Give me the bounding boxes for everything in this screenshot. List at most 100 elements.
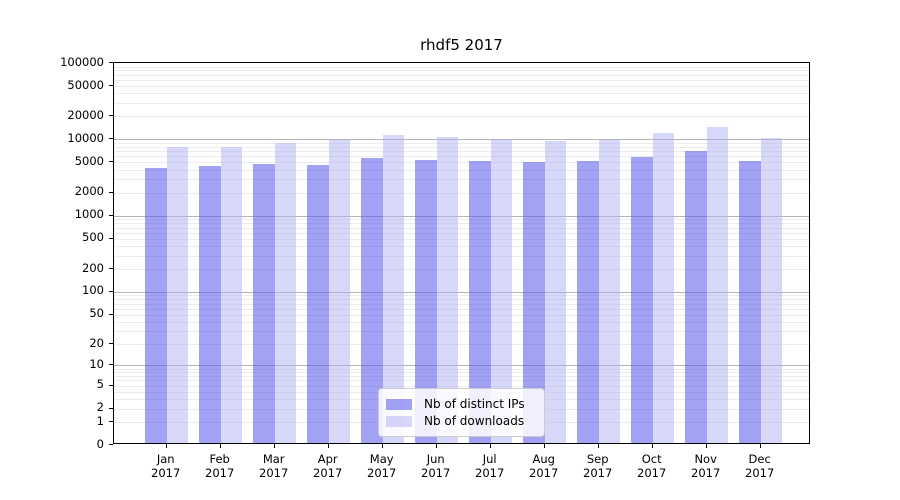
bar-distinct-ips-oct — [631, 156, 653, 443]
x-tick-mark-mar — [273, 444, 275, 448]
bar-distinct-ips-sep — [577, 160, 599, 443]
gridline-90 — [114, 295, 809, 297]
bar-downloads-apr — [328, 139, 351, 443]
bar-downloads-jun — [436, 137, 459, 443]
x-tick-label-feb: Feb 2017 — [193, 452, 247, 480]
gridline-500 — [114, 238, 809, 240]
legend-swatch-downloads — [386, 415, 412, 427]
x-tick-month: Aug — [532, 452, 555, 466]
x-tick-year: 2017 — [583, 466, 613, 480]
x-tick-year: 2017 — [637, 466, 667, 480]
x-tick-month: Oct — [641, 452, 662, 466]
bar-distinct-ips-mar — [253, 163, 275, 443]
gridline-8000 — [114, 146, 809, 148]
y-tick-label-1: 1 — [96, 413, 104, 428]
gridline-40 — [114, 321, 809, 323]
gridline-90000 — [114, 66, 809, 68]
y-tick-mark-10 — [109, 364, 113, 366]
y-tick-mark-0 — [109, 444, 113, 445]
x-tick-mark-dec — [759, 444, 761, 448]
y-tick-label-1000: 1000 — [74, 207, 104, 222]
x-tick-label-jan: Jan 2017 — [139, 452, 193, 480]
gridline-3000 — [114, 179, 809, 181]
gridline-9 — [114, 368, 809, 370]
x-tick-year: 2017 — [691, 466, 721, 480]
x-tick-label-may: May 2017 — [355, 452, 409, 480]
gridline-200 — [114, 269, 809, 270]
y-tick-label-2000: 2000 — [74, 184, 104, 199]
gridline-60 — [114, 308, 809, 310]
bar-distinct-ips-nov — [685, 150, 707, 443]
x-tick-label-dec: Dec 2017 — [733, 452, 787, 480]
x-tick-month: Jul — [482, 452, 497, 466]
y-tick-mark-100 — [109, 290, 113, 292]
bar-downloads-feb — [220, 146, 243, 443]
gridline-10000 — [114, 139, 809, 141]
bar-downloads-mar — [274, 143, 297, 443]
y-tick-label-500: 500 — [82, 230, 104, 245]
legend-swatch-distinct-ips — [386, 398, 412, 410]
chart-title: rhdf5 2017 — [420, 36, 503, 54]
plot-area — [113, 62, 810, 444]
y-tick-label-200: 200 — [82, 260, 104, 275]
bar-downloads-sep — [598, 139, 621, 443]
x-tick-label-aug: Aug 2017 — [517, 452, 571, 480]
x-tick-label-oct: Oct 2017 — [625, 452, 679, 480]
bar-distinct-ips-jun — [415, 160, 437, 443]
gridline-30000 — [114, 102, 809, 104]
x-tick-month: Mar — [262, 452, 285, 466]
x-tick-year: 2017 — [421, 466, 451, 480]
gridline-2000 — [114, 192, 809, 194]
x-tick-mark-jan — [165, 444, 167, 448]
x-tick-mark-aug — [543, 444, 545, 448]
bar-distinct-ips-apr — [307, 165, 329, 443]
gridline-6000 — [114, 156, 809, 158]
x-tick-label-jul: Jul 2017 — [463, 452, 517, 480]
y-tick-mark-100000 — [109, 62, 113, 63]
legend-row-distinct-ips: Nb of distinct IPs — [386, 396, 536, 413]
gridline-50000 — [114, 86, 809, 87]
gridline-50 — [114, 314, 809, 316]
y-tick-mark-50000 — [109, 85, 113, 86]
gridline-9000 — [114, 142, 809, 144]
x-tick-year: 2017 — [745, 466, 775, 480]
x-tick-label-sep: Sep 2017 — [571, 452, 625, 480]
gridline-20 — [114, 344, 809, 345]
x-tick-year: 2017 — [205, 466, 235, 480]
x-tick-label-mar: Mar 2017 — [247, 452, 301, 480]
y-tick-label-0: 0 — [96, 436, 104, 451]
x-tick-mark-apr — [327, 444, 329, 448]
y-tick-label-20000: 20000 — [67, 107, 104, 122]
y-tick-mark-10000 — [109, 138, 113, 140]
gridline-70000 — [114, 74, 809, 76]
x-tick-year: 2017 — [475, 466, 505, 480]
x-tick-label-apr: Apr 2017 — [301, 452, 355, 480]
y-tick-mark-500 — [109, 237, 113, 239]
gridline-600 — [114, 232, 809, 234]
gridline-6 — [114, 380, 809, 382]
y-tick-mark-20000 — [109, 115, 113, 117]
x-tick-mark-oct — [651, 444, 653, 448]
x-tick-year: 2017 — [313, 466, 343, 480]
bar-distinct-ips-may — [361, 157, 383, 443]
y-tick-label-5: 5 — [96, 377, 104, 391]
gridline-80 — [114, 299, 809, 301]
x-tick-month: Jun — [426, 452, 445, 466]
gridline-5 — [114, 385, 809, 387]
bar-downloads-jul — [490, 139, 513, 443]
gridline-700 — [114, 227, 809, 229]
y-tick-mark-1 — [109, 421, 113, 422]
gridline-800 — [114, 223, 809, 225]
gridline-5000 — [114, 162, 809, 164]
bar-downloads-may — [382, 135, 405, 443]
x-tick-month: Dec — [748, 452, 771, 466]
bar-distinct-ips-dec — [739, 160, 761, 443]
legend-label-downloads: Nb of downloads — [424, 414, 525, 428]
y-tick-label-20: 20 — [89, 335, 104, 350]
gridline-20000 — [114, 116, 809, 118]
legend-row-downloads: Nb of downloads — [386, 413, 536, 430]
gridline-900 — [114, 219, 809, 221]
y-tick-mark-5 — [109, 384, 113, 386]
x-tick-month: May — [369, 452, 394, 466]
x-tick-mark-jun — [435, 444, 437, 448]
